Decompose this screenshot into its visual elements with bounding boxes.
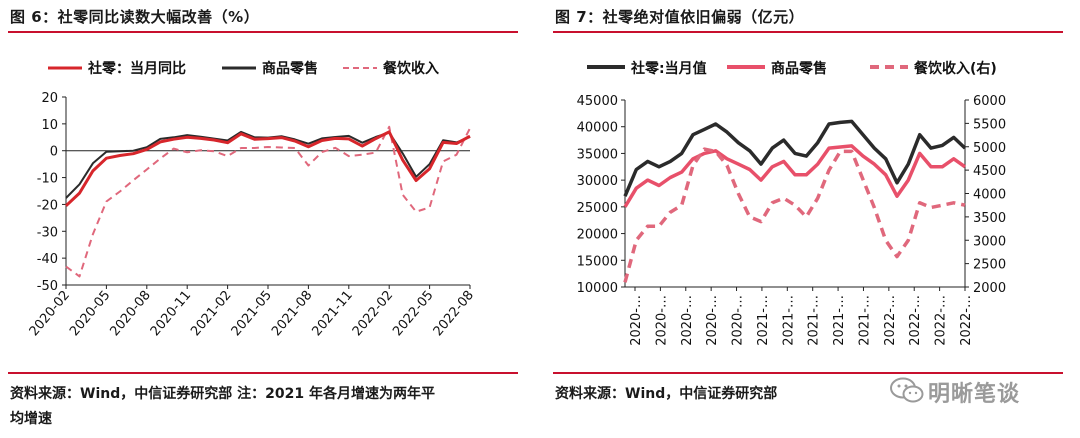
watermark: 明晰笔谈 xyxy=(890,374,1060,407)
right-y-tick-4: 4000 xyxy=(973,188,1006,203)
x-tick-13: 2022-… xyxy=(959,295,974,346)
right-y-tick-7: 2500 xyxy=(973,258,1006,273)
left-y-tick-3: 30000 xyxy=(577,174,618,189)
legend-label-0: 社零:当月值 xyxy=(630,60,707,77)
x-tick-12: 2022-… xyxy=(934,295,949,346)
x-tick-3: 2020-… xyxy=(705,295,720,346)
left-source-note: 资料来源：Wind，中信证券研究部 注：2021 年各月增速为两年平 均增速 xyxy=(10,382,435,432)
series-line-2 xyxy=(65,125,471,278)
legend-label-0: 社零：当月同比 xyxy=(87,60,186,77)
legend-label-1: 商品零售 xyxy=(771,60,827,77)
series-line-0 xyxy=(623,119,967,197)
legend-label-2: 餐饮收入 xyxy=(382,60,439,77)
left-y-tick-7: 10000 xyxy=(577,281,618,296)
y-tick-6: -40 xyxy=(37,252,58,267)
y-tick-4: -20 xyxy=(37,198,58,213)
left-figure: 图 6：社零同比读数大幅改善（%） 社零：当月同比 商品零售 餐饮收入 20 10 0 -1… xyxy=(8,8,518,432)
x-tick-10: 2022-08 xyxy=(431,288,477,339)
right-source-rule xyxy=(553,372,1063,374)
legend-label-1: 商品零售 xyxy=(262,60,318,77)
left-figure-title: 图 6：社零同比读数大幅改善（%） xyxy=(10,8,260,26)
x-tick-4: 2021-02 xyxy=(188,288,234,339)
left-y-tick-0: 45000 xyxy=(577,94,618,109)
left-source-line2: 均增速 xyxy=(10,411,52,427)
y-tick-5: -30 xyxy=(37,225,58,240)
x-tick-2: 2020-08 xyxy=(107,288,153,339)
left-y-tick-6: 15000 xyxy=(577,254,618,269)
right-figure: 图 7：社零绝对值依旧偏弱（亿元） 社零:当月值 商品零售 餐饮收入(右) 45000… xyxy=(545,0,1080,438)
x-tick-8: 2021-… xyxy=(832,295,847,346)
watermark-text: 明晰笔谈 xyxy=(928,382,1021,407)
right-source-note: 资料来源：Wind，中信证券研究部 xyxy=(555,382,777,407)
x-tick-7: 2021-… xyxy=(807,295,822,346)
wechat-icon xyxy=(890,377,924,403)
legend-label-2: 餐饮收入(右) xyxy=(913,60,997,77)
x-tick-4: 2020-… xyxy=(731,295,746,346)
right-y-tick-1: 5500 xyxy=(973,117,1006,132)
x-tick-11: 2022-… xyxy=(908,295,923,346)
x-tick-5: 2021-… xyxy=(756,295,771,346)
right-y-tick-3: 4500 xyxy=(973,164,1006,179)
x-tick-10: 2022-… xyxy=(883,295,898,346)
left-y-tick-1: 40000 xyxy=(577,121,618,136)
series-line-1 xyxy=(623,144,967,208)
x-tick-0: 2020-02 xyxy=(27,288,73,339)
right-figure-title: 图 7：社零绝对值依旧偏弱（亿元） xyxy=(555,8,805,26)
right-source-line: 资料来源：Wind，中信证券研究部 xyxy=(555,386,778,402)
left-y-tick-2: 35000 xyxy=(577,147,618,162)
series-line-2 xyxy=(623,147,966,283)
x-tick-3: 2020-11 xyxy=(148,288,194,339)
x-tick-5: 2021-05 xyxy=(229,288,275,339)
left-y-tick-5: 20000 xyxy=(577,228,618,243)
y-tick-0: 20 xyxy=(41,91,58,106)
right-y-tick-6: 3000 xyxy=(973,234,1006,249)
x-tick-2: 2020-… xyxy=(680,295,695,346)
right-chart: 社零:当月值 商品零售 餐饮收入(右) 45000 40000 35000 30000 250… xyxy=(577,60,1006,346)
x-tick-6: 2021-… xyxy=(781,295,796,346)
y-tick-1: 10 xyxy=(41,118,58,133)
x-tick-9: 2022-05 xyxy=(390,288,436,339)
x-tick-6: 2021-08 xyxy=(269,288,315,339)
x-tick-7: 2021-11 xyxy=(309,288,355,339)
x-tick-0: 2020-… xyxy=(629,295,644,346)
right-y-tick-2: 5000 xyxy=(973,141,1006,156)
x-tick-8: 2022-02 xyxy=(350,288,396,339)
right-y-tick-5: 3500 xyxy=(973,211,1006,226)
x-tick-1: 2020-… xyxy=(654,295,669,346)
left-title-rule xyxy=(8,31,518,33)
left-source-rule xyxy=(8,372,518,374)
y-tick-2: 0 xyxy=(50,145,58,160)
right-title-rule xyxy=(553,31,1063,33)
x-tick-9: 2021-… xyxy=(857,295,872,346)
left-y-tick-4: 25000 xyxy=(577,201,618,216)
series-line-0 xyxy=(64,130,471,207)
series-line-1 xyxy=(65,130,471,199)
left-source-line1: 资料来源：Wind，中信证券研究部 注：2021 年各月增速为两年平 xyxy=(10,386,435,402)
right-y-tick-0: 6000 xyxy=(973,94,1006,109)
x-tick-1: 2020-05 xyxy=(67,288,113,339)
y-tick-7: -50 xyxy=(37,279,58,294)
right-y-tick-8: 2000 xyxy=(973,281,1006,296)
y-tick-3: -10 xyxy=(37,172,58,187)
left-chart: 社零：当月同比 商品零售 餐饮收入20100-10-20-30-40-502020-… xyxy=(27,60,477,339)
